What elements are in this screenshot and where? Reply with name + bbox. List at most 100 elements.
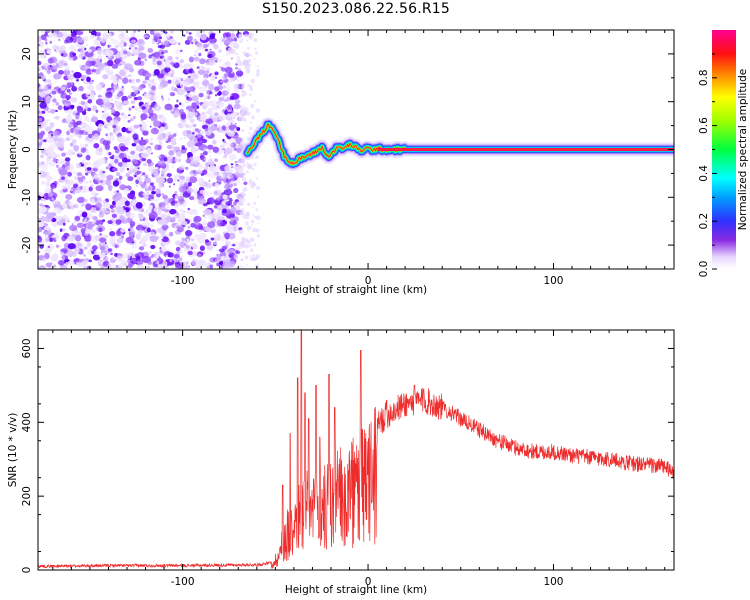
noise-speckle (189, 163, 193, 167)
noise-speckle (93, 220, 97, 224)
noise-speckle (147, 48, 154, 53)
noise-speckle (127, 126, 135, 132)
noise-speckle (83, 219, 88, 224)
noise-speckle (57, 147, 61, 150)
noise-speckle (242, 189, 245, 192)
noise-speckle (57, 105, 63, 111)
noise-speckle (205, 118, 214, 124)
noise-speckle (210, 75, 216, 82)
noise-speckle (89, 180, 92, 184)
noise-speckle (97, 218, 101, 221)
noise-speckle (207, 95, 211, 100)
noise-speckle (161, 51, 164, 55)
noise-speckle (53, 203, 60, 209)
noise-speckle (227, 130, 235, 137)
noise-speckle (136, 35, 139, 37)
noise-speckle (216, 262, 220, 267)
noise-speckle (67, 149, 74, 156)
noise-speckle (247, 46, 251, 50)
noise-speckle (87, 223, 93, 230)
noise-speckle (69, 51, 75, 58)
noise-speckle (131, 79, 134, 82)
noise-speckle (102, 261, 109, 267)
x-tick-label: 0 (365, 275, 372, 287)
noise-speckle (101, 157, 106, 161)
noise-speckle (253, 58, 256, 60)
noise-speckle (172, 146, 176, 149)
noise-speckle (157, 134, 165, 141)
noise-speckle (179, 102, 182, 106)
noise-speckle (223, 85, 227, 89)
noise-speckle (171, 222, 179, 229)
x-tick-label: 100 (543, 275, 563, 287)
noise-speckle (166, 215, 172, 221)
noise-speckle (245, 243, 250, 249)
noise-speckle (63, 62, 68, 66)
noise-speckle (228, 180, 235, 187)
noise-speckle (39, 244, 44, 249)
noise-speckle (191, 42, 194, 45)
noise-speckle (229, 142, 234, 147)
noise-speckle (50, 82, 53, 86)
noise-speckle (104, 62, 109, 66)
noise-speckle (247, 225, 252, 230)
noise-speckle (217, 101, 225, 108)
noise-speckle (185, 230, 192, 237)
noise-speckle (39, 213, 42, 216)
noise-speckle (81, 212, 88, 218)
noise-speckle (256, 65, 259, 67)
noise-speckle (43, 85, 48, 90)
noise-speckle (118, 244, 121, 248)
noise-speckle (251, 206, 254, 208)
noise-speckle (58, 38, 61, 42)
noise-speckle (242, 251, 245, 254)
noise-speckle (52, 161, 56, 166)
noise-speckle (99, 233, 102, 236)
noise-speckle (67, 260, 75, 266)
noise-speckle (68, 201, 73, 207)
noise-speckle (177, 265, 184, 269)
noise-speckle (177, 179, 180, 182)
noise-speckle (217, 128, 220, 131)
noise-speckle (253, 162, 257, 166)
noise-speckle (83, 246, 88, 250)
noise-speckle (232, 243, 236, 247)
noise-speckle (230, 177, 235, 182)
noise-speckle (192, 38, 195, 42)
snr-y-axis-label: SNR (10 * v/v) (7, 413, 19, 488)
noise-speckle (224, 232, 231, 239)
noise-speckle (38, 236, 43, 243)
noise-speckle (212, 139, 217, 145)
noise-speckle (198, 163, 204, 169)
noise-speckle (70, 33, 76, 37)
noise-speckle (162, 194, 168, 200)
noise-speckle (233, 227, 238, 232)
noise-speckle (141, 120, 146, 126)
noise-speckle (143, 93, 152, 99)
noise-speckle (45, 47, 50, 50)
noise-speckle (131, 245, 135, 249)
noise-speckle (233, 201, 237, 206)
noise-speckle (65, 161, 71, 166)
noise-speckle (190, 72, 198, 79)
noise-speckle (176, 88, 186, 96)
noise-speckle (138, 52, 147, 59)
noise-speckle (131, 105, 135, 109)
snr-series (38, 330, 674, 569)
noise-speckle (128, 79, 132, 83)
noise-speckle (158, 155, 162, 159)
noise-speckle (187, 250, 193, 256)
noise-speckle (102, 97, 110, 104)
noise-speckle (88, 162, 92, 166)
noise-speckle (98, 213, 105, 218)
noise-speckle (236, 55, 241, 60)
noise-speckle (114, 158, 119, 164)
noise-speckle (118, 30, 125, 33)
noise-speckle (69, 45, 76, 51)
noise-speckle (45, 234, 49, 239)
noise-speckle (193, 56, 200, 62)
noise-speckle (95, 98, 105, 106)
noise-speckle (193, 217, 200, 225)
noise-speckle (203, 166, 209, 171)
noise-speckle (224, 107, 227, 110)
